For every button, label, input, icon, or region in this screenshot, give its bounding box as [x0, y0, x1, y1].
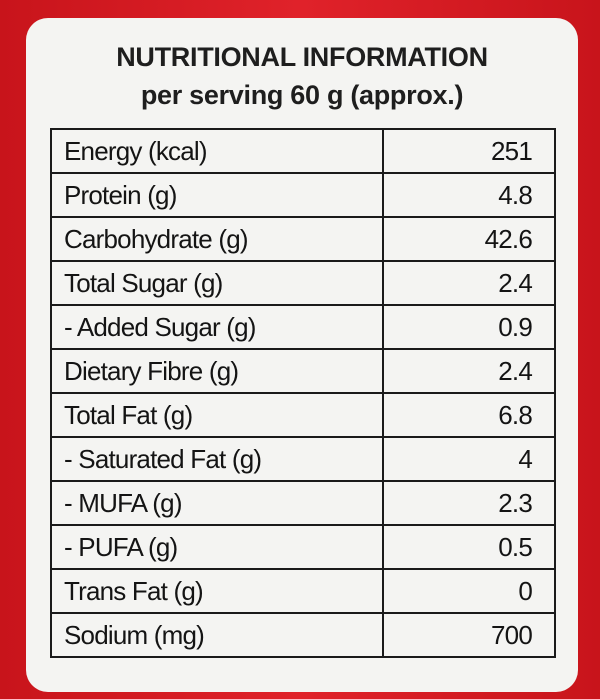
table-row: - MUFA (g) 2.3 — [50, 480, 556, 526]
table-row: - PUFA (g) 0.5 — [50, 524, 556, 570]
nutrient-value: 4 — [382, 436, 556, 482]
nutrient-value: 42.6 — [382, 216, 556, 262]
table-row: Trans Fat (g) 0 — [50, 568, 556, 614]
nutrient-value: 2.4 — [382, 348, 556, 394]
table-row: Carbohydrate (g) 42.6 — [50, 216, 556, 262]
nutrient-name: Carbohydrate (g) — [50, 216, 384, 262]
nutrient-name: - MUFA (g) — [50, 480, 384, 526]
nutrient-value: 0.9 — [382, 304, 556, 350]
nutrient-value: 700 — [382, 612, 556, 658]
table-row: - Saturated Fat (g) 4 — [50, 436, 556, 482]
nutrient-value: 2.4 — [382, 260, 556, 306]
nutrient-name: Energy (kcal) — [50, 128, 384, 174]
nutrient-name: - Saturated Fat (g) — [50, 436, 384, 482]
table-row: Sodium (mg) 700 — [50, 612, 556, 658]
nutrient-name: - PUFA (g) — [50, 524, 384, 570]
nutrition-table: Energy (kcal) 251 Protein (g) 4.8 Carbohydra… — [50, 128, 556, 658]
nutrient-value: 251 — [382, 128, 556, 174]
nutrient-name: Dietary Fibre (g) — [50, 348, 384, 394]
nutrient-name: Protein (g) — [50, 172, 384, 218]
nutrient-value: 2.3 — [382, 480, 556, 526]
table-row: Protein (g) 4.8 — [50, 172, 556, 218]
nutrient-value: 0.5 — [382, 524, 556, 570]
nutrient-name: Trans Fat (g) — [50, 568, 384, 614]
table-body: Energy (kcal) 251 Protein (g) 4.8 Carbohydra… — [50, 128, 556, 658]
table-row: - Added Sugar (g) 0.9 — [50, 304, 556, 350]
label-panel: NUTRITIONAL INFORMATION per serving 60 g… — [26, 18, 578, 692]
header: NUTRITIONAL INFORMATION per serving 60 g… — [26, 38, 578, 114]
table-row: Energy (kcal) 251 — [50, 128, 556, 174]
subtitle: per serving 60 g (approx.) — [140, 80, 464, 110]
nutrient-name: - Added Sugar (g) — [50, 304, 384, 350]
nutrient-name: Total Sugar (g) — [50, 260, 384, 306]
table-row: Dietary Fibre (g) 2.4 — [50, 348, 556, 394]
nutrient-name: Total Fat (g) — [50, 392, 384, 438]
title: NUTRITIONAL INFORMATION — [116, 42, 488, 72]
nutrient-name: Sodium (mg) — [50, 612, 384, 658]
nutrient-value: 4.8 — [382, 172, 556, 218]
table-row: Total Sugar (g) 2.4 — [50, 260, 556, 306]
nutrient-value: 6.8 — [382, 392, 556, 438]
table-row: Total Fat (g) 6.8 — [50, 392, 556, 438]
nutrient-value: 0 — [382, 568, 556, 614]
